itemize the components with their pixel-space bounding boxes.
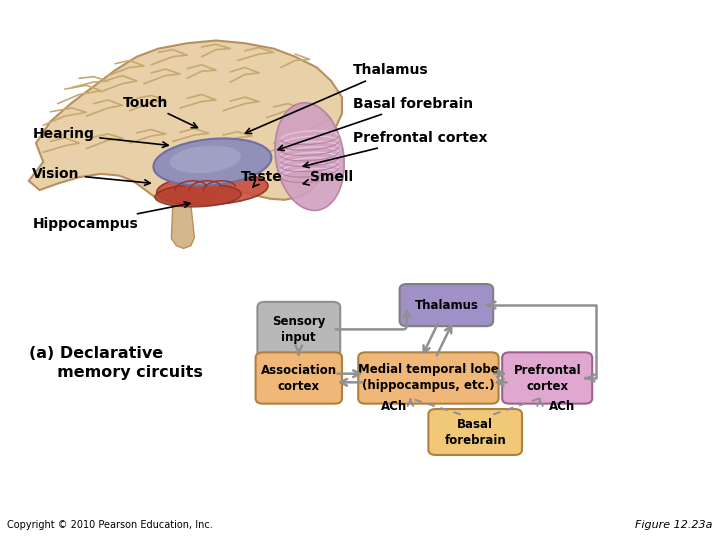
Text: Medial temporal lobe
(hippocampus, etc.): Medial temporal lobe (hippocampus, etc.) [358,363,499,393]
Text: Prefrontal cortex: Prefrontal cortex [303,131,487,168]
Ellipse shape [155,184,241,207]
Text: Copyright © 2010 Pearson Education, Inc.: Copyright © 2010 Pearson Education, Inc. [7,520,213,530]
Text: Thalamus: Thalamus [246,63,428,133]
FancyBboxPatch shape [400,284,493,326]
Text: Basal
forebrain: Basal forebrain [444,417,506,447]
Ellipse shape [275,103,344,211]
Text: Thalamus: Thalamus [415,299,478,312]
Text: (a) Declarative
     memory circuits: (a) Declarative memory circuits [29,346,202,380]
Text: Touch: Touch [122,96,197,127]
Polygon shape [171,204,194,248]
FancyBboxPatch shape [428,409,522,455]
Text: Hearing: Hearing [32,127,168,147]
Text: Hippocampus: Hippocampus [32,202,190,231]
Text: ACh: ACh [549,400,575,413]
Polygon shape [29,40,342,204]
FancyBboxPatch shape [258,302,340,357]
Text: Basal forebrain: Basal forebrain [278,97,473,151]
Text: Taste: Taste [241,170,283,187]
FancyBboxPatch shape [358,352,498,404]
Text: ACh: ACh [381,400,407,413]
FancyBboxPatch shape [256,352,342,404]
Ellipse shape [157,173,268,205]
Text: Sensory
input: Sensory input [272,315,325,344]
Text: Smell: Smell [303,170,353,185]
Text: Prefrontal
cortex: Prefrontal cortex [513,363,581,393]
Ellipse shape [169,145,241,173]
Text: Vision: Vision [32,167,150,185]
Text: Figure 12.23a: Figure 12.23a [635,520,713,530]
Text: Association
cortex: Association cortex [261,363,337,393]
Ellipse shape [153,138,271,186]
FancyBboxPatch shape [503,352,593,404]
